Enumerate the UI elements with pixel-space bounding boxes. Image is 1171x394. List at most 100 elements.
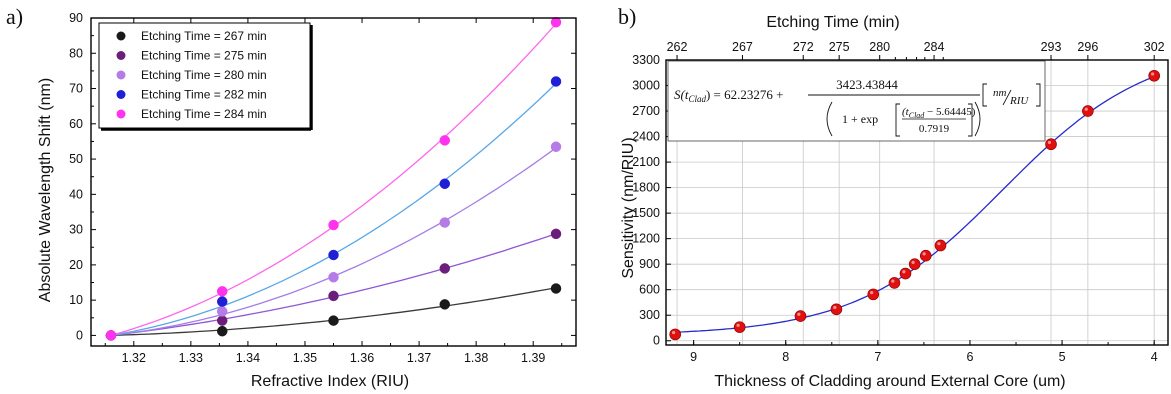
data-point xyxy=(216,286,228,297)
top-tick-label: 296 xyxy=(1077,40,1098,54)
data-point xyxy=(328,315,339,326)
legend-marker xyxy=(116,90,126,99)
panel-a-legend: Etching Time = 267 min Etching Time = 275… xyxy=(98,22,313,131)
data-point xyxy=(439,263,451,274)
y-tick-label: 0 xyxy=(653,334,660,348)
top-tick-label: 302 xyxy=(1144,40,1165,54)
y-tick-label: 20 xyxy=(69,258,83,272)
data-point xyxy=(550,228,562,240)
panel-a-axes: 1.32 1.33 1.34 1.35 1.36 1.37 1.38 1.39 0 10 20 30 4… xyxy=(69,11,577,365)
legend-marker xyxy=(116,31,126,41)
point-highlight xyxy=(902,270,906,274)
point-highlight xyxy=(672,330,676,335)
panel-b-x-axis-label: Thickness of Cladding around External Co… xyxy=(714,373,1065,390)
inner-numerator-end: − 5.64445) xyxy=(924,106,975,118)
data-point xyxy=(216,325,228,337)
data-point xyxy=(439,178,451,190)
unit-numerator: nm xyxy=(993,87,1007,99)
legend-marker xyxy=(116,51,126,60)
x-tick-label: 1.35 xyxy=(293,351,317,365)
svg-text:S(tClad) = 62.23276 +: S(tClad) = 62.23276 + xyxy=(674,87,783,104)
y-tick-label: 1800 xyxy=(632,181,660,195)
y-tick-label: 60 xyxy=(69,117,83,131)
y-tick-label: 2100 xyxy=(632,155,660,169)
y-tick-label: 600 xyxy=(639,283,660,297)
top-tick-label: 284 xyxy=(924,40,945,54)
panel-a-x-axis-label: Refractive Index (RIU) xyxy=(251,373,409,390)
panel-b-data-points xyxy=(669,69,1160,341)
point-highlight xyxy=(891,279,895,283)
x-tick-label: 1.32 xyxy=(122,351,146,365)
data-point xyxy=(439,299,451,310)
panel-a-label: a) xyxy=(6,4,23,29)
y-tick-label: 1200 xyxy=(632,232,660,246)
inner-denominator: 0.7919 xyxy=(919,123,950,135)
equation-lhs-end: ) = 62.23276 + xyxy=(706,87,784,102)
sensitivity-point xyxy=(1148,69,1160,82)
top-tick-label: 272 xyxy=(793,40,814,54)
x-tick-label: 1.37 xyxy=(407,351,431,365)
y-tick-label: 80 xyxy=(69,46,83,60)
sensitivity-point xyxy=(669,328,682,341)
y-tick-label: 40 xyxy=(69,187,83,201)
y-tick-label: 10 xyxy=(69,293,83,307)
top-tick-label: 275 xyxy=(829,40,850,54)
data-point xyxy=(216,306,228,317)
point-highlight xyxy=(797,312,801,316)
data-point xyxy=(439,217,451,228)
legend-label: Etching Time = 275 min xyxy=(141,49,267,63)
y-tick-label: 2700 xyxy=(632,104,660,118)
legend-marker xyxy=(116,109,126,119)
top-tick-label: 293 xyxy=(1041,40,1062,54)
y-tick-label: 300 xyxy=(639,308,660,322)
panel-a-y-axis-label: Absolute Wavelength Shift (nm) xyxy=(37,78,54,302)
legend-label: Etching Time = 280 min xyxy=(141,68,267,82)
y-tick-label: 0 xyxy=(76,328,83,342)
sensitivity-point xyxy=(934,239,947,252)
x-tick-label: 9 xyxy=(690,350,697,364)
legend-label: Etching Time = 267 min xyxy=(141,29,267,43)
equation-numerator: 3423.43844 xyxy=(836,77,898,92)
data-point xyxy=(216,296,228,307)
data-point xyxy=(550,283,562,294)
inner-numerator-subscript: Clad xyxy=(909,111,926,120)
sensitivity-point xyxy=(1045,138,1057,151)
panel-b-label: b) xyxy=(618,4,636,29)
top-tick-label: 267 xyxy=(732,40,753,54)
y-tick-label: 900 xyxy=(639,257,660,271)
x-tick-label: 6 xyxy=(966,350,973,364)
x-tick-label: 1.36 xyxy=(350,351,374,365)
data-point xyxy=(328,271,339,283)
point-highlight xyxy=(833,305,837,310)
point-highlight xyxy=(937,242,941,246)
point-highlight xyxy=(870,290,874,295)
sensitivity-point xyxy=(830,303,843,316)
panel-b-y-axis-label: Sensitivity (nm/RIU) xyxy=(620,137,637,278)
equation-frame xyxy=(667,60,1046,142)
y-tick-label: 30 xyxy=(69,223,83,237)
data-point xyxy=(328,219,339,231)
top-tick-label: 262 xyxy=(667,40,688,54)
point-highlight xyxy=(1047,140,1052,145)
data-point xyxy=(550,16,562,28)
x-tick-label: 8 xyxy=(782,350,789,364)
point-highlight xyxy=(1084,107,1088,111)
point-highlight xyxy=(922,252,926,256)
point-highlight xyxy=(736,323,740,327)
sensitivity-point xyxy=(867,288,880,301)
x-tick-label: 5 xyxy=(1059,350,1066,364)
y-tick-label: 70 xyxy=(69,82,83,96)
x-tick-label: 1.39 xyxy=(521,351,545,365)
sensitivity-point xyxy=(1082,105,1094,117)
data-point xyxy=(328,249,339,261)
panel-a-data-points xyxy=(105,16,562,341)
data-point xyxy=(216,315,228,326)
x-tick-label: 1.38 xyxy=(464,351,488,365)
y-tick-label: 1500 xyxy=(632,206,660,220)
fit-equation-box: S(tClad) = 62.23276 + 3423.43844 1 + exp… xyxy=(667,60,1046,142)
equation-den-prefix: 1 + exp xyxy=(842,112,878,126)
fit-line-3 xyxy=(110,147,557,337)
legend-label: Etching Time = 282 min xyxy=(141,88,267,102)
data-point xyxy=(550,141,562,152)
